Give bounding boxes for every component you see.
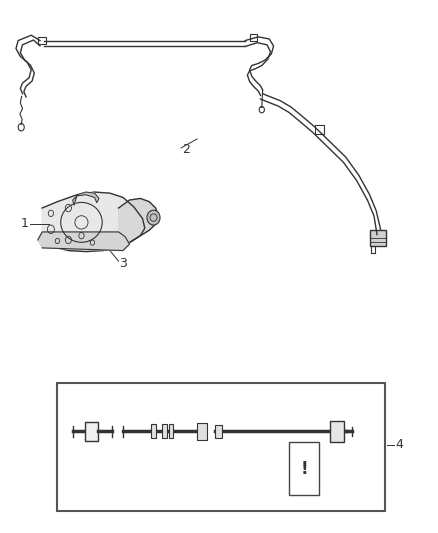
Text: 1: 1: [20, 217, 28, 230]
Bar: [215, 425, 222, 438]
Ellipse shape: [147, 210, 160, 225]
Text: 4: 4: [396, 438, 404, 451]
Bar: [57, 383, 385, 511]
Text: 3: 3: [119, 257, 127, 270]
Bar: [370, 230, 386, 246]
Bar: [162, 424, 166, 438]
Bar: [38, 37, 46, 44]
Bar: [151, 424, 155, 438]
Text: 2: 2: [182, 143, 190, 156]
Bar: [330, 421, 344, 442]
Bar: [85, 422, 98, 441]
Bar: [289, 442, 319, 495]
Text: !: !: [300, 459, 308, 478]
Polygon shape: [73, 192, 99, 205]
Bar: [315, 125, 324, 134]
Bar: [169, 424, 173, 438]
Bar: [197, 423, 207, 440]
Polygon shape: [38, 232, 130, 251]
Polygon shape: [119, 198, 158, 248]
Bar: [250, 34, 258, 41]
Polygon shape: [42, 192, 145, 252]
